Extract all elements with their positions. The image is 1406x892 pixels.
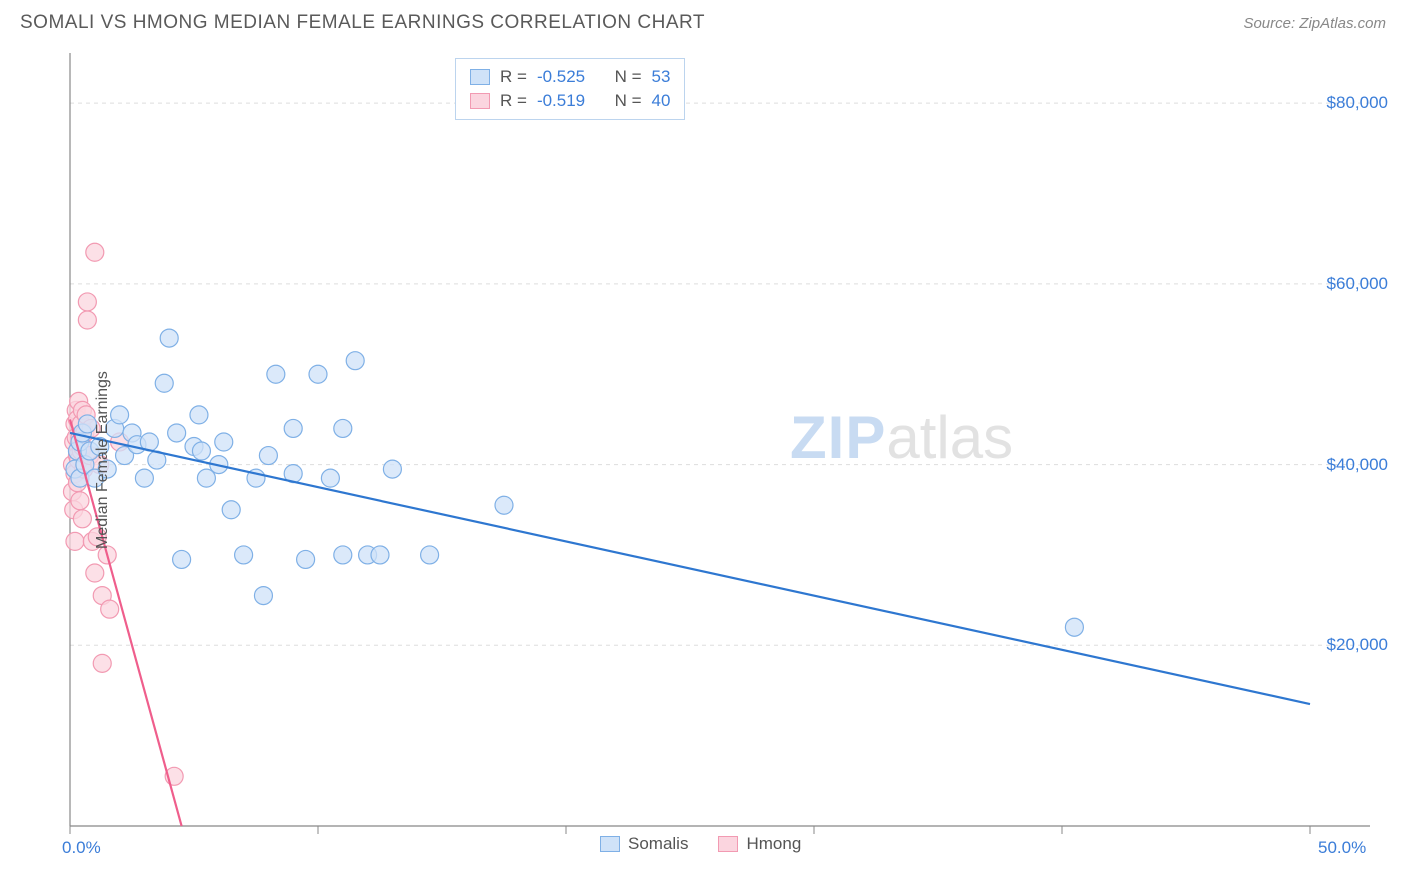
hmong-swatch	[718, 836, 738, 852]
scatter-chart-svg	[20, 48, 1388, 872]
y-tick-label: $40,000	[1327, 455, 1388, 475]
hmong-r-value: -0.519	[537, 91, 585, 111]
hmong-swatch	[470, 93, 490, 109]
bottom-legend: Somalis Hmong	[600, 834, 801, 854]
r-label: R =	[500, 91, 527, 111]
x-axis-min-label: 0.0%	[62, 838, 101, 858]
hmong-label: Hmong	[746, 834, 801, 854]
y-tick-label: $60,000	[1327, 274, 1388, 294]
somalis-r-value: -0.525	[537, 67, 585, 87]
legend-stats-row-hmong: R = -0.519 N = 40	[470, 89, 670, 113]
somalis-swatch	[600, 836, 620, 852]
y-axis-label: Median Female Earnings	[94, 371, 112, 549]
somalis-n-value: 53	[652, 67, 671, 87]
y-tick-label: $20,000	[1327, 635, 1388, 655]
legend-item-hmong: Hmong	[718, 834, 801, 854]
chart-area: Median Female Earnings ZIPatlas R = -0.5…	[20, 48, 1388, 872]
source-attribution: Source: ZipAtlas.com	[1243, 15, 1386, 32]
hmong-n-value: 40	[652, 91, 671, 111]
y-tick-label: $80,000	[1327, 93, 1388, 113]
r-label: R =	[500, 67, 527, 87]
legend-stats-box: R = -0.525 N = 53 R = -0.519 N = 40	[455, 58, 685, 120]
n-label: N =	[615, 67, 642, 87]
legend-stats-row-somalis: R = -0.525 N = 53	[470, 65, 670, 89]
chart-title: SOMALI VS HMONG MEDIAN FEMALE EARNINGS C…	[20, 12, 705, 34]
legend-item-somalis: Somalis	[600, 834, 688, 854]
somalis-label: Somalis	[628, 834, 688, 854]
n-label: N =	[615, 91, 642, 111]
somalis-swatch	[470, 69, 490, 85]
x-axis-max-label: 50.0%	[1318, 838, 1366, 858]
